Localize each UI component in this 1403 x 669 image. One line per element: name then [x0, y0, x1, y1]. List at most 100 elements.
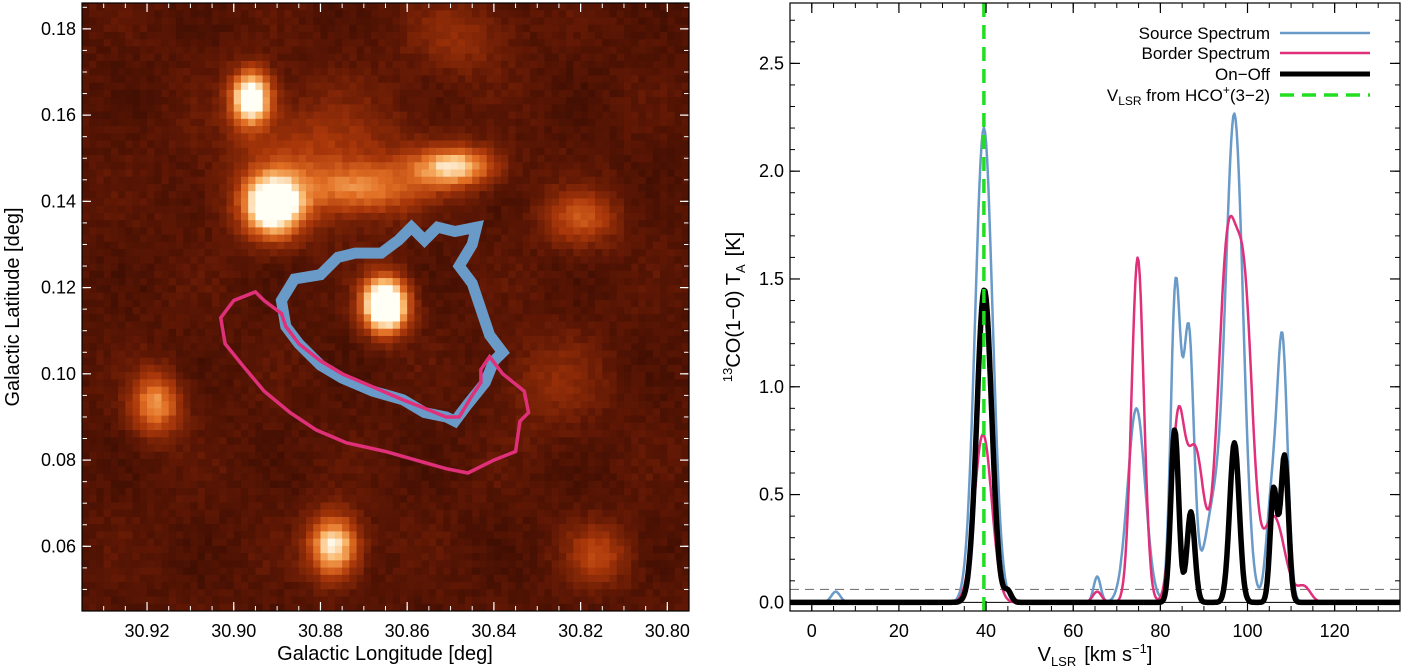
heatmap-pixel [89, 278, 98, 286]
heatmap-pixel [118, 444, 126, 453]
heatmap-pixel [118, 335, 126, 344]
heatmap-pixel [450, 220, 459, 228]
heatmap-pixel [342, 176, 350, 185]
heatmap-pixel [479, 227, 488, 236]
heatmap-pixel [421, 350, 430, 359]
heatmap-pixel [212, 603, 220, 611]
heatmap-pixel [118, 393, 126, 402]
heatmap-pixel [262, 415, 271, 424]
heatmap-pixel [183, 386, 191, 395]
heatmap-pixel [472, 191, 481, 200]
heatmap-pixel [334, 545, 343, 554]
heatmap-pixel [118, 480, 126, 489]
heatmap-pixel [147, 574, 155, 583]
heatmap-pixel [313, 393, 322, 402]
heatmap-pixel [371, 582, 379, 590]
heatmap-pixel [147, 379, 155, 388]
heatmap-pixel [183, 364, 191, 373]
heatmap-pixel [262, 379, 271, 388]
heatmap-pixel [313, 10, 322, 19]
heatmap-pixel [342, 191, 350, 200]
heatmap-pixel [183, 241, 191, 250]
heatmap-pixel [277, 502, 285, 511]
heatmap-pixel [472, 357, 481, 366]
heatmap-pixel [486, 401, 495, 409]
heatmap-pixel [175, 538, 184, 547]
heatmap-pixel [472, 343, 481, 352]
heatmap-pixel [240, 191, 249, 200]
heatmap-pixel [204, 104, 213, 113]
heatmap-pixel [472, 422, 481, 431]
heatmap-pixel [219, 596, 228, 605]
heatmap-pixel [443, 10, 452, 19]
heatmap-pixel [371, 75, 379, 84]
heatmap-pixel [154, 321, 163, 330]
heatmap-pixel [508, 46, 517, 55]
heatmap-pixel [392, 502, 401, 511]
heatmap-pixel [125, 422, 134, 431]
heatmap-pixel [204, 531, 213, 540]
heatmap-pixel [363, 451, 372, 460]
heatmap-pixel [472, 68, 481, 76]
heatmap-pixel [96, 437, 105, 446]
heatmap-pixel [284, 473, 293, 482]
heatmap-pixel [110, 3, 119, 11]
heatmap-pixel [277, 176, 285, 185]
heatmap-pixel [262, 140, 271, 149]
heatmap-pixel [421, 82, 430, 91]
heatmap-pixel [197, 17, 206, 26]
heatmap-pixel [472, 401, 481, 409]
heatmap-pixel [212, 10, 220, 19]
heatmap-pixel [392, 589, 401, 598]
heatmap-pixel [378, 444, 387, 453]
heatmap-pixel [89, 314, 98, 323]
heatmap-pixel [248, 155, 257, 163]
heatmap-pixel [450, 480, 459, 489]
heatmap-pixel [118, 516, 126, 525]
heatmap-pixel [320, 126, 329, 134]
heatmap-pixel [334, 444, 343, 453]
heatmap-pixel [125, 17, 134, 26]
heatmap-pixel [204, 328, 213, 337]
heatmap-pixel [103, 328, 112, 337]
heatmap-pixel [385, 162, 394, 171]
heatmap-pixel [443, 292, 452, 301]
heatmap-pixel [161, 466, 170, 475]
heatmap-pixel [262, 343, 271, 352]
heatmap-pixel [82, 75, 90, 84]
heatmap-pixel [233, 97, 242, 105]
heatmap-pixel [269, 256, 278, 265]
heatmap-pixel [392, 350, 401, 359]
heatmap-pixel [407, 574, 416, 583]
heatmap-pixel [378, 3, 387, 11]
heatmap-pixel [493, 437, 502, 446]
heatmap-pixel [248, 364, 257, 373]
heatmap-pixel [414, 299, 423, 308]
heatmap-pixel [233, 133, 242, 142]
heatmap-pixel [219, 285, 228, 294]
heatmap-pixel [204, 147, 213, 156]
heatmap-pixel [371, 603, 379, 611]
heatmap-pixel [110, 82, 119, 91]
heatmap-pixel [342, 3, 350, 11]
heatmap-pixel [262, 430, 271, 438]
heatmap-pixel [154, 531, 163, 540]
heatmap-pixel [479, 596, 488, 605]
heatmap-pixel [479, 155, 488, 163]
heatmap-pixel [291, 89, 300, 98]
heatmap-pixel [233, 299, 242, 308]
heatmap-pixel [132, 140, 141, 149]
heatmap-pixel [147, 205, 155, 214]
heatmap-pixel [175, 401, 184, 409]
heatmap-pixel [450, 459, 459, 467]
heatmap-pixel [392, 46, 401, 55]
heatmap-pixel [183, 169, 191, 178]
heatmap-pixel [421, 162, 430, 171]
heatmap-pixel [82, 256, 90, 265]
heatmap-pixel [356, 24, 365, 33]
heatmap-pixel [277, 60, 285, 69]
heatmap-pixel [204, 524, 213, 532]
heatmap-pixel [175, 212, 184, 221]
heatmap-pixel [175, 155, 184, 163]
heatmap-pixel [154, 104, 163, 113]
